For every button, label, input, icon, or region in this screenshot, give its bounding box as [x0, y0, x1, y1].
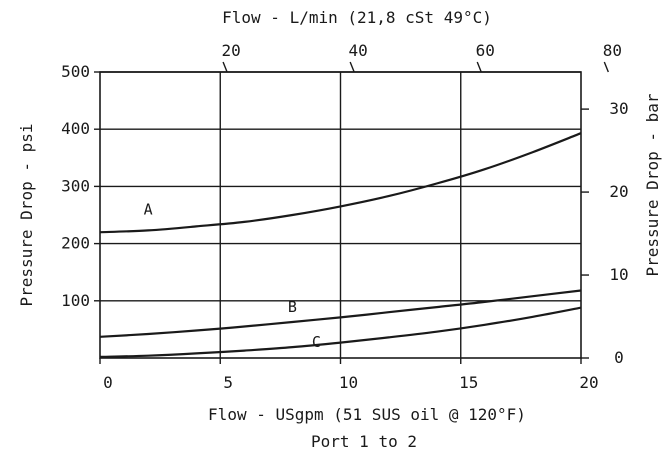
tick-label-y-500: 500 — [61, 62, 90, 81]
plot-frame — [99, 71, 582, 359]
curve-label-B: B — [288, 298, 297, 316]
curve-C — [99, 306, 582, 358]
left-axis-title: Pressure Drop - psi — [17, 123, 36, 306]
tick-labels: 100 200 300 400 500 0 5 10 15 20 20 40 60 80 0 10 20 30 — [61, 41, 629, 392]
right-axis-title: Pressure Drop - bar — [643, 93, 662, 276]
tick-label-right-0: 0 — [614, 348, 624, 367]
tick-x-top-20 — [222, 61, 228, 73]
tick-label-y-200: 200 — [61, 234, 90, 253]
tick-label-top-80: 80 — [603, 41, 622, 60]
tick-label-right-30: 30 — [609, 99, 628, 118]
curve-A — [99, 132, 582, 234]
tick-label-y-100: 100 — [61, 291, 90, 310]
curve-B — [99, 289, 582, 338]
tick-label-x-15: 15 — [459, 373, 478, 392]
tick-label-y-300: 300 — [61, 176, 90, 195]
tick-label-x-0: 0 — [103, 373, 113, 392]
grid — [100, 71, 581, 358]
tick-label-top-40: 40 — [349, 41, 368, 60]
tick-x-top-40 — [349, 61, 355, 73]
tick-x-top-80 — [603, 61, 609, 73]
tick-x-top-60 — [476, 61, 482, 73]
tick-label-y-400: 400 — [61, 119, 90, 138]
x-axis-title: Flow - USgpm (51 SUS oil @ 120°F) — [208, 405, 526, 424]
tick-label-x-10: 10 — [339, 373, 358, 392]
tick-label-x-20: 20 — [579, 373, 598, 392]
tick-label-x-5: 5 — [223, 373, 233, 392]
footer-label: Port 1 to 2 — [311, 432, 417, 451]
curve-label-C: C — [312, 333, 321, 351]
tick-label-right-20: 20 — [609, 182, 628, 201]
series-curves: A BC — [99, 132, 582, 358]
top-axis-title: Flow - L/min (21,8 cSt 49°C) — [222, 8, 492, 27]
tick-label-right-10: 10 — [609, 265, 628, 284]
tick-label-top-20: 20 — [221, 41, 240, 60]
curve-label-A: A — [144, 200, 153, 218]
tick-label-top-60: 60 — [476, 41, 495, 60]
tick-marks — [94, 61, 609, 364]
